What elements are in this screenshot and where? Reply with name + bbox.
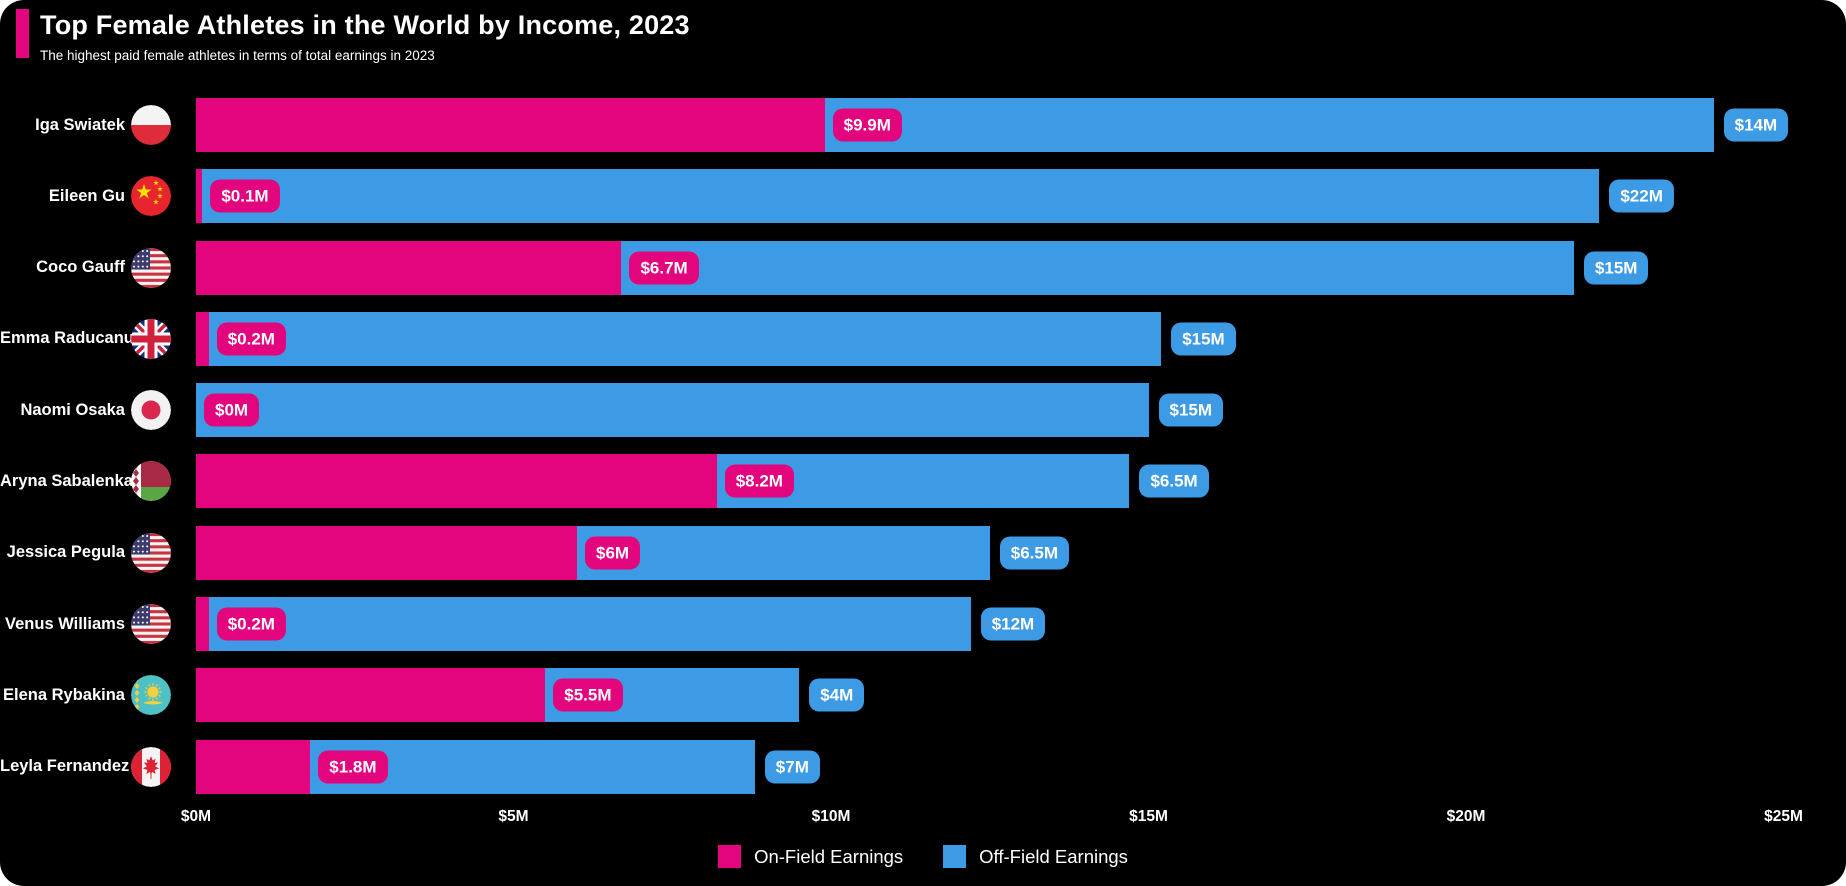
on-field-value-badge: $1.8M <box>318 750 388 784</box>
usa-flag-icon <box>131 247 171 288</box>
bar-track: $5.5M $4M <box>196 668 1846 723</box>
poland-flag-icon <box>131 105 171 145</box>
on-field-value-badge: $0.2M <box>216 322 286 356</box>
uk-flag-icon <box>131 318 171 359</box>
athlete-row: Leyla Fernandez $1.8M $7M <box>0 739 1846 794</box>
athlete-name: Elena Rybakina <box>3 685 125 704</box>
off-field-value-badge: $14M <box>1723 108 1789 142</box>
off-field-value-badge: $6.5M <box>1139 464 1209 498</box>
legend-label-on-field: On-Field Earnings <box>754 845 904 867</box>
on-field-value-badge: $0.1M <box>210 179 280 213</box>
chart-header: Top Female Athletes in the World by Inco… <box>16 9 690 63</box>
bar-track: $0.2M $15M <box>196 311 1846 366</box>
off-field-bar[interactable] <box>824 98 1714 152</box>
athlete-row: Aryna Sabalenka $8.2M $6.5M <box>0 454 1846 509</box>
bar-track: $1.8M $7M <box>196 739 1846 794</box>
on-field-bar[interactable] <box>196 311 209 366</box>
bar-track: $9.9M $14M <box>196 98 1846 152</box>
off-field-value-badge: $15M <box>1171 322 1236 356</box>
athlete-name: Emma Raducanu <box>0 329 134 348</box>
athlete-name: Leyla Fernandez <box>0 757 130 776</box>
on-field-value-badge: $5.5M <box>553 678 623 712</box>
off-field-bar[interactable] <box>577 525 990 580</box>
bar-track: $8.2M $6.5M <box>196 454 1846 509</box>
x-axis-tick: $25M <box>1764 808 1803 825</box>
athlete-name: Iga Swiatek <box>35 115 125 134</box>
athlete-name: Aryna Sabalenka <box>0 471 133 490</box>
x-axis-tick: $20M <box>1446 808 1486 825</box>
athlete-row: Eileen Gu $0.1M $22M <box>0 169 1846 224</box>
on-field-bar[interactable] <box>196 525 577 580</box>
canada-flag-icon <box>131 746 171 787</box>
on-field-bar[interactable] <box>196 98 825 152</box>
athlete-name: Naomi Osaka <box>20 400 125 419</box>
on-field-bar[interactable] <box>196 454 717 509</box>
legend-label-off-field: Off-Field Earnings <box>979 845 1128 867</box>
bar-track: $6M $6.5M <box>196 525 1846 580</box>
bar-track: $0M $15M <box>196 383 1846 438</box>
on-field-bar[interactable] <box>196 668 546 723</box>
athlete-row: Naomi Osaka $0M $15M <box>0 383 1846 438</box>
title-accent-bar <box>16 9 29 58</box>
athlete-name: Eileen Gu <box>48 186 125 205</box>
legend-item-off-field[interactable]: Off-Field Earnings <box>943 845 1128 868</box>
title-block: Top Female Athletes in the World by Inco… <box>40 9 690 63</box>
athlete-name: Venus Williams <box>5 614 125 633</box>
x-axis-tick: $10M <box>811 808 851 825</box>
on-field-bar[interactable] <box>196 597 209 652</box>
on-field-bar[interactable] <box>196 169 203 224</box>
on-field-bar[interactable] <box>196 240 622 295</box>
chart-subtitle: The highest paid female athletes in term… <box>40 48 435 64</box>
on-field-bar[interactable] <box>196 739 311 794</box>
off-field-bar[interactable] <box>202 169 1600 224</box>
on-field-value-badge: $9.9M <box>832 108 902 142</box>
on-field-value-badge: $0.2M <box>216 607 286 641</box>
x-axis: $0M $5M $10M $15M $20M $25M <box>0 808 1846 832</box>
off-field-value-badge: $6.5M <box>999 536 1069 570</box>
off-field-bar[interactable] <box>208 311 1162 366</box>
athlete-row: Elena Rybakina $5.5M $4M <box>0 668 1846 723</box>
usa-flag-icon <box>131 532 171 573</box>
belarus-flag-icon <box>131 461 171 502</box>
off-field-value-badge: $15M <box>1158 393 1224 427</box>
on-field-value-badge: $8.2M <box>724 464 794 498</box>
bar-track: $0.1M $22M <box>196 169 1846 224</box>
japan-flag-icon <box>131 390 171 431</box>
on-field-value-badge: $6M <box>585 536 641 570</box>
off-field-swatch-icon <box>943 845 967 868</box>
x-axis-tick: $0M <box>180 808 212 825</box>
athlete-row: Venus Williams $0.2M $12M <box>0 597 1846 652</box>
x-axis-tick: $15M <box>1129 808 1168 825</box>
on-field-value-badge: $6.7M <box>629 251 699 285</box>
on-field-value-badge: $0M <box>204 393 260 427</box>
kazakhstan-flag-icon <box>131 675 171 716</box>
off-field-value-badge: $4M <box>809 678 865 712</box>
chart-rows: Iga Swiatek $9.9M $14M Eileen Gu $0.1M $… <box>0 98 1846 794</box>
off-field-value-badge: $15M <box>1583 251 1649 285</box>
chart-title: Top Female Athletes in the World by Inco… <box>40 10 690 40</box>
athlete-row: Jessica Pegula $6M $6.5M <box>0 525 1846 580</box>
off-field-bar[interactable] <box>621 240 1574 295</box>
off-field-bar[interactable] <box>208 597 971 652</box>
off-field-bar[interactable] <box>196 383 1149 438</box>
china-flag-icon <box>131 176 171 217</box>
athlete-row: Coco Gauff $6.7M $15M <box>0 240 1846 295</box>
legend: On-Field Earnings Off-Field Earnings <box>0 845 1846 868</box>
on-field-swatch-icon <box>718 845 742 868</box>
athlete-name: Coco Gauff <box>36 258 125 277</box>
athlete-row: Iga Swiatek $9.9M $14M <box>0 98 1846 152</box>
usa-flag-icon <box>131 604 171 645</box>
athlete-row: Emma Raducanu $0.2M $15M <box>0 311 1846 366</box>
bar-track: $0.2M $12M <box>196 597 1846 652</box>
off-field-value-badge: $7M <box>764 750 820 784</box>
x-axis-tick: $5M <box>498 808 529 825</box>
off-field-value-badge: $22M <box>1609 179 1674 213</box>
bar-track: $6.7M $15M <box>196 240 1846 295</box>
legend-item-on-field[interactable]: On-Field Earnings <box>718 845 903 868</box>
off-field-value-badge: $12M <box>980 607 1046 641</box>
athlete-name: Jessica Pegula <box>6 543 125 562</box>
